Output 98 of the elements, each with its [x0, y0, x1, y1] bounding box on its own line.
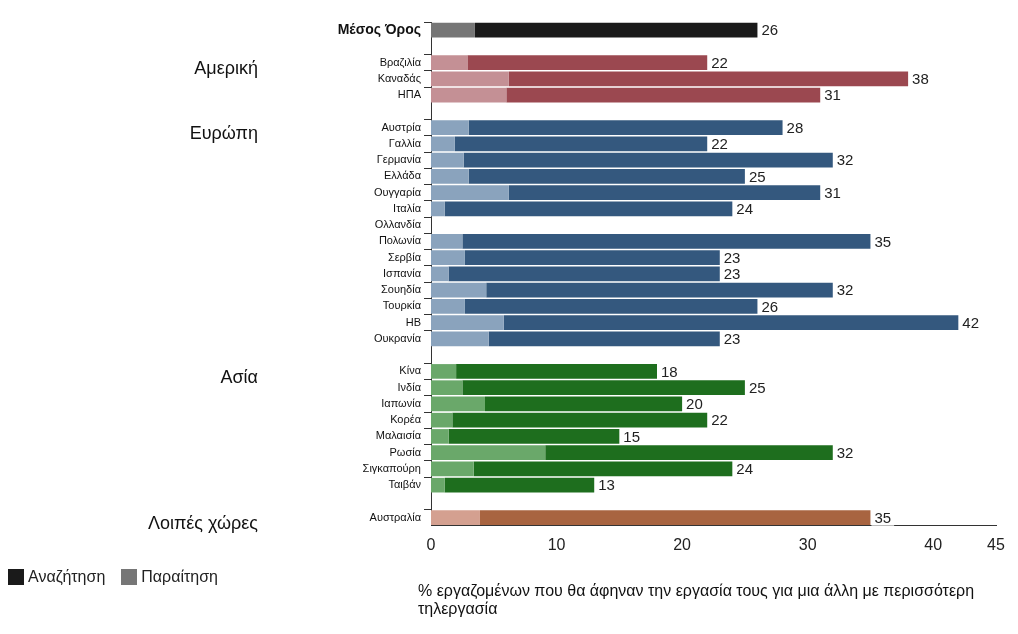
bar — [448, 266, 720, 282]
total-label: 15 — [623, 427, 641, 445]
x-axis-title: % εργαζομένων που θα άφηναν την εργασία τους για μια άλλη με περισσότερη τηλεργασία — [418, 582, 976, 618]
y-tick-label: Ιταλία — [393, 201, 422, 214]
text: Ασία — [220, 366, 258, 387]
total-label: 25 — [748, 167, 766, 185]
bar — [474, 22, 758, 38]
bar — [488, 331, 720, 347]
bar — [454, 136, 708, 152]
total-label: 22 — [711, 53, 728, 71]
y-tick-label: ΗΒ — [405, 315, 421, 328]
total-label: 25 — [748, 378, 766, 396]
y-tick-label: Κορέα — [390, 413, 422, 426]
y-tick-label: Μέσος Όρος — [337, 20, 421, 37]
bar — [506, 87, 821, 103]
bar — [486, 282, 833, 298]
bar — [444, 477, 595, 493]
text: Λοιπές χώρες — [147, 513, 259, 534]
total-label: 26 — [761, 21, 779, 39]
bar — [431, 477, 445, 493]
x-tick-label: 45 — [987, 535, 1005, 553]
total-label: 23 — [723, 330, 741, 348]
y-tick-label: Καναδάς — [377, 71, 421, 84]
bar — [431, 120, 469, 135]
y-tick-label: Ινδία — [397, 380, 422, 393]
y-tick-label: Γαλλία — [388, 136, 422, 149]
total-label: 22 — [711, 411, 728, 429]
bar — [431, 201, 445, 217]
bar — [473, 461, 733, 477]
text: Αμερική — [194, 58, 258, 79]
y-tick-label: Αυστρία — [381, 120, 422, 133]
total-label: 23 — [723, 265, 741, 283]
y-tick-label: Ταιβάν — [388, 478, 422, 491]
text: Ευρώπη — [189, 123, 258, 144]
total-label: 20 — [686, 395, 703, 413]
y-tick-label: Σερβία — [387, 250, 422, 263]
total-label: 31 — [824, 183, 841, 201]
total-label: 42 — [962, 313, 980, 331]
x-tick-label: 40 — [924, 535, 943, 553]
total-label: 22 — [711, 135, 728, 153]
total-label: 24 — [736, 200, 754, 218]
bar — [467, 55, 708, 70]
bar — [431, 87, 507, 103]
bar — [431, 396, 485, 412]
total-label: 31 — [824, 86, 841, 104]
y-tick-label: Βραζιλία — [379, 55, 422, 68]
x-tick-label: 30 — [798, 535, 817, 553]
total-label: 35 — [874, 232, 892, 250]
legend-label: Παραίτηση — [141, 568, 218, 586]
bar — [484, 396, 683, 412]
bar — [452, 412, 708, 428]
y-tick-label: Γερμανία — [376, 153, 422, 166]
bar — [431, 331, 489, 347]
bar — [463, 152, 833, 168]
x-tick-label: 20 — [673, 535, 692, 553]
y-tick-label: Αυστραλία — [369, 510, 422, 523]
y-tick-label: Ουγγαρία — [374, 185, 422, 198]
total-label: 28 — [786, 118, 804, 136]
total-label: 32 — [836, 151, 854, 169]
total-label: 38 — [912, 70, 929, 88]
total-label: 24 — [736, 460, 754, 478]
y-tick-label: Ισπανία — [383, 266, 422, 279]
y-tick-label: Ρωσία — [389, 445, 422, 458]
bar — [508, 71, 909, 87]
y-tick-label: Τουρκία — [382, 299, 422, 312]
y-tick-label: Ολλανδία — [374, 218, 422, 231]
bar — [431, 282, 487, 298]
bar — [431, 71, 509, 87]
bar — [431, 266, 449, 282]
y-tick-label: Ελλάδα — [383, 169, 422, 182]
bar — [431, 152, 464, 168]
total-label: 35 — [874, 508, 892, 526]
y-tick-label: ΗΠΑ — [397, 88, 422, 101]
total-label: 18 — [661, 362, 678, 380]
total-label: 13 — [598, 476, 615, 494]
y-tick-label: Σιγκαπούρη — [362, 461, 421, 474]
legend-label: Αναζήτηση — [28, 568, 106, 586]
x-tick-label: 0 — [426, 535, 436, 553]
bar — [431, 510, 480, 525]
y-tick-label: Ουκρανία — [374, 331, 422, 344]
bar — [479, 510, 871, 525]
y-tick-label: Πολωνία — [378, 234, 422, 247]
bar — [468, 120, 783, 135]
bar — [431, 136, 455, 152]
bar — [444, 201, 733, 217]
bar — [431, 55, 468, 70]
y-tick-label: Ιαπωνία — [381, 396, 422, 409]
total-label: 26 — [761, 297, 779, 315]
y-tick-label: Σουηδία — [381, 283, 422, 296]
y-tick-label: Κίνα — [399, 364, 422, 377]
y-tick-label: Μαλαισία — [375, 429, 422, 442]
total-label: 32 — [836, 443, 854, 461]
total-label: 23 — [723, 248, 741, 266]
total-label: 32 — [836, 281, 854, 299]
bar — [431, 22, 475, 38]
bar — [431, 461, 474, 477]
x-tick-label: 10 — [547, 535, 566, 553]
bar — [431, 412, 453, 428]
